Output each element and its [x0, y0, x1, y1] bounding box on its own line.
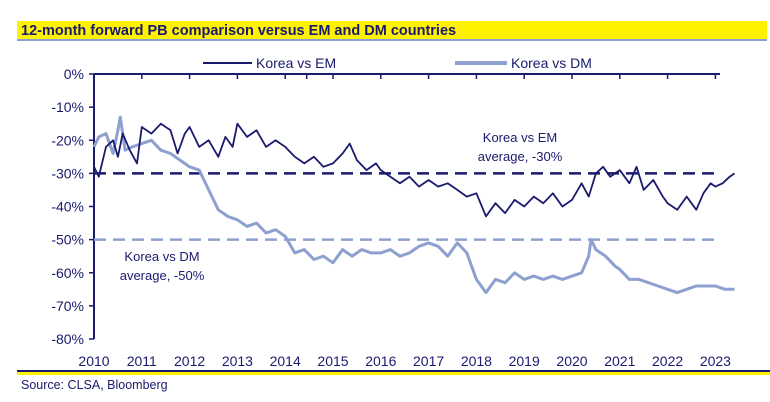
x-tick-label: 2020 [556, 353, 587, 369]
source-note: Source: CLSA, Bloomberg [21, 378, 168, 392]
y-tick-label: -80% [51, 331, 84, 347]
legend-label-em: Korea vs EM [256, 55, 336, 71]
y-tick-label: -40% [51, 199, 84, 215]
annotation-em-line1: Korea vs EM [483, 130, 557, 145]
series-line-dm [92, 115, 735, 295]
x-tick-label: 2015 [317, 353, 348, 369]
x-tick-label: 2018 [461, 353, 492, 369]
x-tick-label: 2014 [270, 353, 301, 369]
footer-rule [17, 370, 770, 375]
x-tick-label: 2012 [174, 353, 205, 369]
x-tick-label: 2017 [413, 353, 444, 369]
y-tick-label: 0% [64, 66, 84, 82]
chart-title: 12-month forward PB comparison versus EM… [17, 21, 767, 41]
annotation-em-line2: average, -30% [478, 149, 563, 164]
legend-label-dm: Korea vs DM [511, 55, 592, 71]
x-tick-label: 2011 [127, 353, 157, 369]
y-tick-label: -60% [51, 265, 84, 281]
x-tick-label: 2013 [222, 353, 253, 369]
x-tick-label: 2019 [509, 353, 540, 369]
y-tick-label: -20% [51, 132, 84, 148]
x-tick-label: 2016 [365, 353, 396, 369]
x-tick-label: 2022 [652, 353, 683, 369]
y-tick-label: -10% [51, 99, 84, 115]
annotation-dm-line1: Korea vs DM [124, 249, 199, 264]
annotation-dm-line2: average, -50% [120, 268, 205, 283]
y-tick-label: -70% [51, 298, 84, 314]
y-tick-label: -30% [51, 165, 84, 181]
y-tick-label: -50% [51, 232, 84, 248]
series-line-em [93, 122, 736, 218]
legend: Korea vs EM Korea vs DM [203, 55, 592, 71]
x-tick-label: 2010 [78, 353, 109, 369]
x-tick-label: 2023 [700, 353, 731, 369]
x-tick-label: 2021 [604, 353, 635, 369]
